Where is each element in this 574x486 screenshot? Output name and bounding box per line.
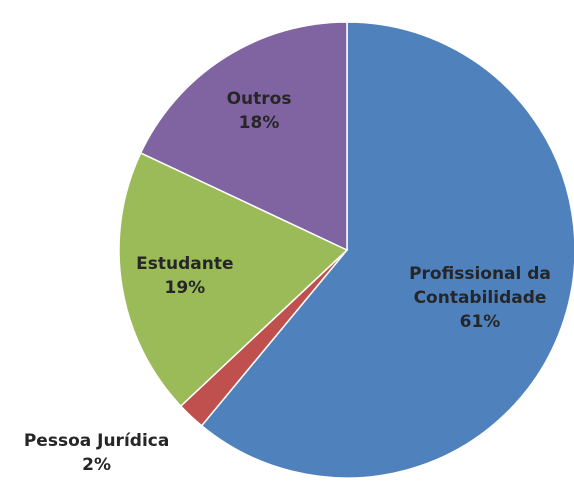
category-label: Estudante <box>136 253 234 274</box>
data-label: Estudante 19% <box>136 252 233 300</box>
category-label: Outros <box>226 89 292 110</box>
data-label: Profissional da Contabilidade 61% <box>405 262 555 334</box>
data-label: Pessoa Jurídica 2% <box>24 429 169 477</box>
category-label: Profissional da Contabilidade <box>409 263 551 308</box>
pie-slice <box>139 21 348 252</box>
category-label: Pessoa Jurídica <box>23 430 170 451</box>
value-label: 61% <box>459 311 501 332</box>
pie-slice <box>200 21 574 479</box>
value-label: 19% <box>164 277 206 298</box>
value-label: 18% <box>238 113 280 134</box>
pie-slice <box>118 151 349 408</box>
value-label: 2% <box>82 454 112 475</box>
data-label: Outros 18% <box>227 87 292 135</box>
